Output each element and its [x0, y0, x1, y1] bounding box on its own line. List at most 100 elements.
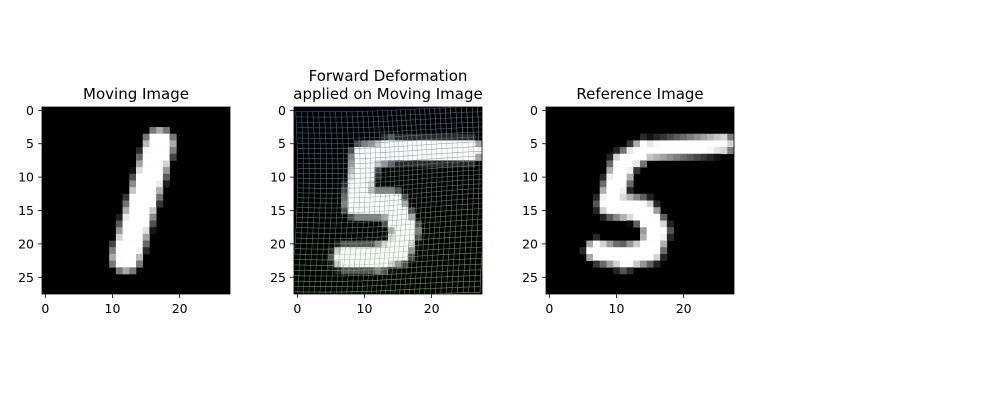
pixel: [115, 233, 123, 241]
pixel: [727, 140, 735, 148]
pixel: [633, 213, 641, 221]
pixel: [341, 207, 349, 215]
pixel: [653, 133, 661, 141]
pixel: [619, 200, 627, 208]
pixel: [646, 253, 654, 261]
pixel: [156, 200, 164, 208]
pixel: [361, 167, 369, 175]
pixel: [142, 227, 150, 235]
pixel: [640, 260, 648, 268]
pixel: [666, 153, 674, 161]
pixel: [354, 193, 362, 201]
pixel: [633, 160, 641, 168]
pixel: [613, 160, 621, 168]
grid-line-vertical: [457, 107, 464, 293]
pixel: [626, 213, 634, 221]
pixel: [673, 147, 681, 155]
pixel: [169, 133, 177, 141]
pixel: [606, 240, 614, 248]
pixel: [626, 253, 634, 261]
pixel: [599, 207, 607, 215]
pixel: [468, 140, 476, 148]
pixel: [660, 247, 668, 255]
pixel: [693, 133, 701, 141]
pixel: [361, 240, 369, 248]
pixel: [660, 240, 668, 248]
pixel: [593, 193, 601, 201]
pixel: [653, 213, 661, 221]
pixel: [660, 133, 668, 141]
pixel: [633, 247, 641, 255]
pixel: [361, 180, 369, 188]
pixel: [381, 253, 389, 261]
pixel: [613, 260, 621, 268]
pixel: [599, 173, 607, 181]
grid-line-vertical: [451, 107, 459, 294]
pixel: [136, 207, 144, 215]
pixel: [700, 133, 708, 141]
panel-title: Forward Deformation: [309, 67, 468, 85]
pixel: [136, 247, 144, 255]
pixel: [354, 173, 362, 181]
pixel: [367, 167, 375, 175]
pixel: [666, 133, 674, 141]
pixel: [640, 207, 648, 215]
pixel: [142, 247, 150, 255]
pixel: [633, 240, 641, 248]
pixel: [394, 153, 402, 161]
pixel: [142, 147, 150, 155]
pixel: [441, 133, 449, 141]
pixel: [394, 233, 402, 241]
pixel: [613, 173, 621, 181]
pixel: [455, 133, 463, 141]
pixel: [646, 260, 654, 268]
grid-line-horizontal: [294, 269, 481, 277]
pixel: [374, 247, 382, 255]
pixel: [149, 147, 157, 155]
pixel: [606, 173, 614, 181]
pixel: [713, 147, 721, 155]
pixel: [646, 153, 654, 161]
pixel: [619, 247, 627, 255]
pixel: [680, 153, 688, 161]
pixel: [441, 140, 449, 148]
pixel: [149, 153, 157, 161]
pixel: [666, 233, 674, 241]
pixel: [408, 160, 416, 168]
axes-frame: [545, 106, 735, 295]
pixel: [660, 220, 668, 228]
pixel: [149, 133, 157, 141]
pixel: [354, 200, 362, 208]
pixel: [347, 207, 355, 215]
pixel: [109, 247, 117, 255]
pixel: [653, 220, 661, 228]
pixel: [707, 133, 715, 141]
pixel: [136, 253, 144, 261]
pixel: [646, 227, 654, 235]
pixel: [599, 213, 607, 221]
pixel: [388, 233, 396, 241]
pixel: [361, 207, 369, 215]
pixel: [347, 267, 355, 275]
y-tick-label: 15: [18, 203, 34, 218]
panel-title: applied on Moving Image: [293, 85, 482, 103]
pixel: [613, 167, 621, 175]
pixel: [347, 153, 355, 161]
pixel: [401, 247, 409, 255]
pixel: [435, 153, 443, 161]
pixel: [109, 240, 117, 248]
pixel: [374, 167, 382, 175]
pixel: [586, 253, 594, 261]
pixel: [448, 160, 456, 168]
pixel: [421, 133, 429, 141]
pixel: [653, 233, 661, 241]
grid-line-vertical: [479, 239, 482, 293]
pixel: [401, 213, 409, 221]
y-tick-label: 10: [18, 170, 34, 185]
pixel: [593, 200, 601, 208]
pixel: [619, 240, 627, 248]
pixel: [381, 267, 389, 275]
pixel: [626, 167, 634, 175]
pixel: [354, 267, 362, 275]
pixel: [129, 267, 137, 275]
